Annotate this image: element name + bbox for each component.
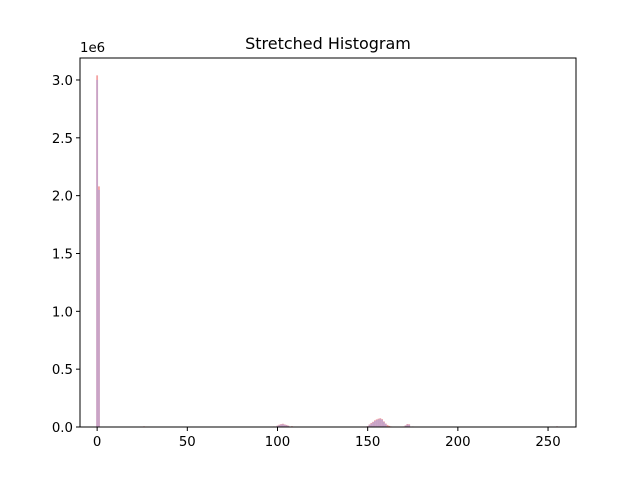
histogram-bar xyxy=(379,418,382,427)
x-tick-label: 150 xyxy=(355,435,380,450)
x-tick-label: 200 xyxy=(445,435,470,450)
histogram-bar xyxy=(287,425,290,427)
histogram-bar xyxy=(383,421,385,427)
y-tick-label: 3.0 xyxy=(52,74,73,89)
histogram-bar xyxy=(388,425,391,427)
x-tick-label: 100 xyxy=(265,435,290,450)
y-tick-label: 1.5 xyxy=(52,247,73,262)
histogram-bar xyxy=(381,419,384,427)
histogram-bar xyxy=(404,425,407,427)
histogram-bar xyxy=(278,425,281,427)
x-tick-label: 50 xyxy=(179,435,196,450)
x-axis-ticks: 0 50 100 150 200 250 xyxy=(93,427,561,450)
y-axis-ticks: 0.0 0.5 1.0 1.5 2.0 2.5 3.0 xyxy=(52,74,80,436)
histogram-bar xyxy=(282,424,284,427)
histogram-bar xyxy=(370,423,373,427)
histogram-bar xyxy=(373,420,376,427)
histogram-bar xyxy=(372,422,374,427)
histogram-bar xyxy=(96,79,99,427)
y-axis-offset-label: 1e6 xyxy=(80,41,105,56)
x-tick-label: 0 xyxy=(93,435,101,450)
histogram-bar xyxy=(276,425,279,427)
y-tick-label: 0.5 xyxy=(52,363,73,378)
chart-title: Stretched Histogram xyxy=(245,34,411,53)
y-tick-label: 0.0 xyxy=(52,421,73,436)
plot-area-frame xyxy=(79,57,577,428)
histogram-bar xyxy=(285,425,288,427)
y-tick-label: 1.0 xyxy=(52,305,73,320)
y-tick-label: 2.5 xyxy=(52,132,73,147)
histogram-bar xyxy=(283,424,286,427)
histogram-bar xyxy=(368,424,371,427)
histogram-bar xyxy=(406,424,409,427)
histogram-bar xyxy=(98,189,100,427)
x-tick-label: 250 xyxy=(535,435,560,450)
histogram-bar xyxy=(408,424,411,427)
histogram-bar xyxy=(280,424,283,427)
y-tick-label: 2.0 xyxy=(52,190,73,205)
histogram-bar xyxy=(386,424,389,427)
histogram-bar xyxy=(384,423,387,427)
histogram-bar xyxy=(377,419,380,427)
histogram-bar xyxy=(375,420,378,427)
